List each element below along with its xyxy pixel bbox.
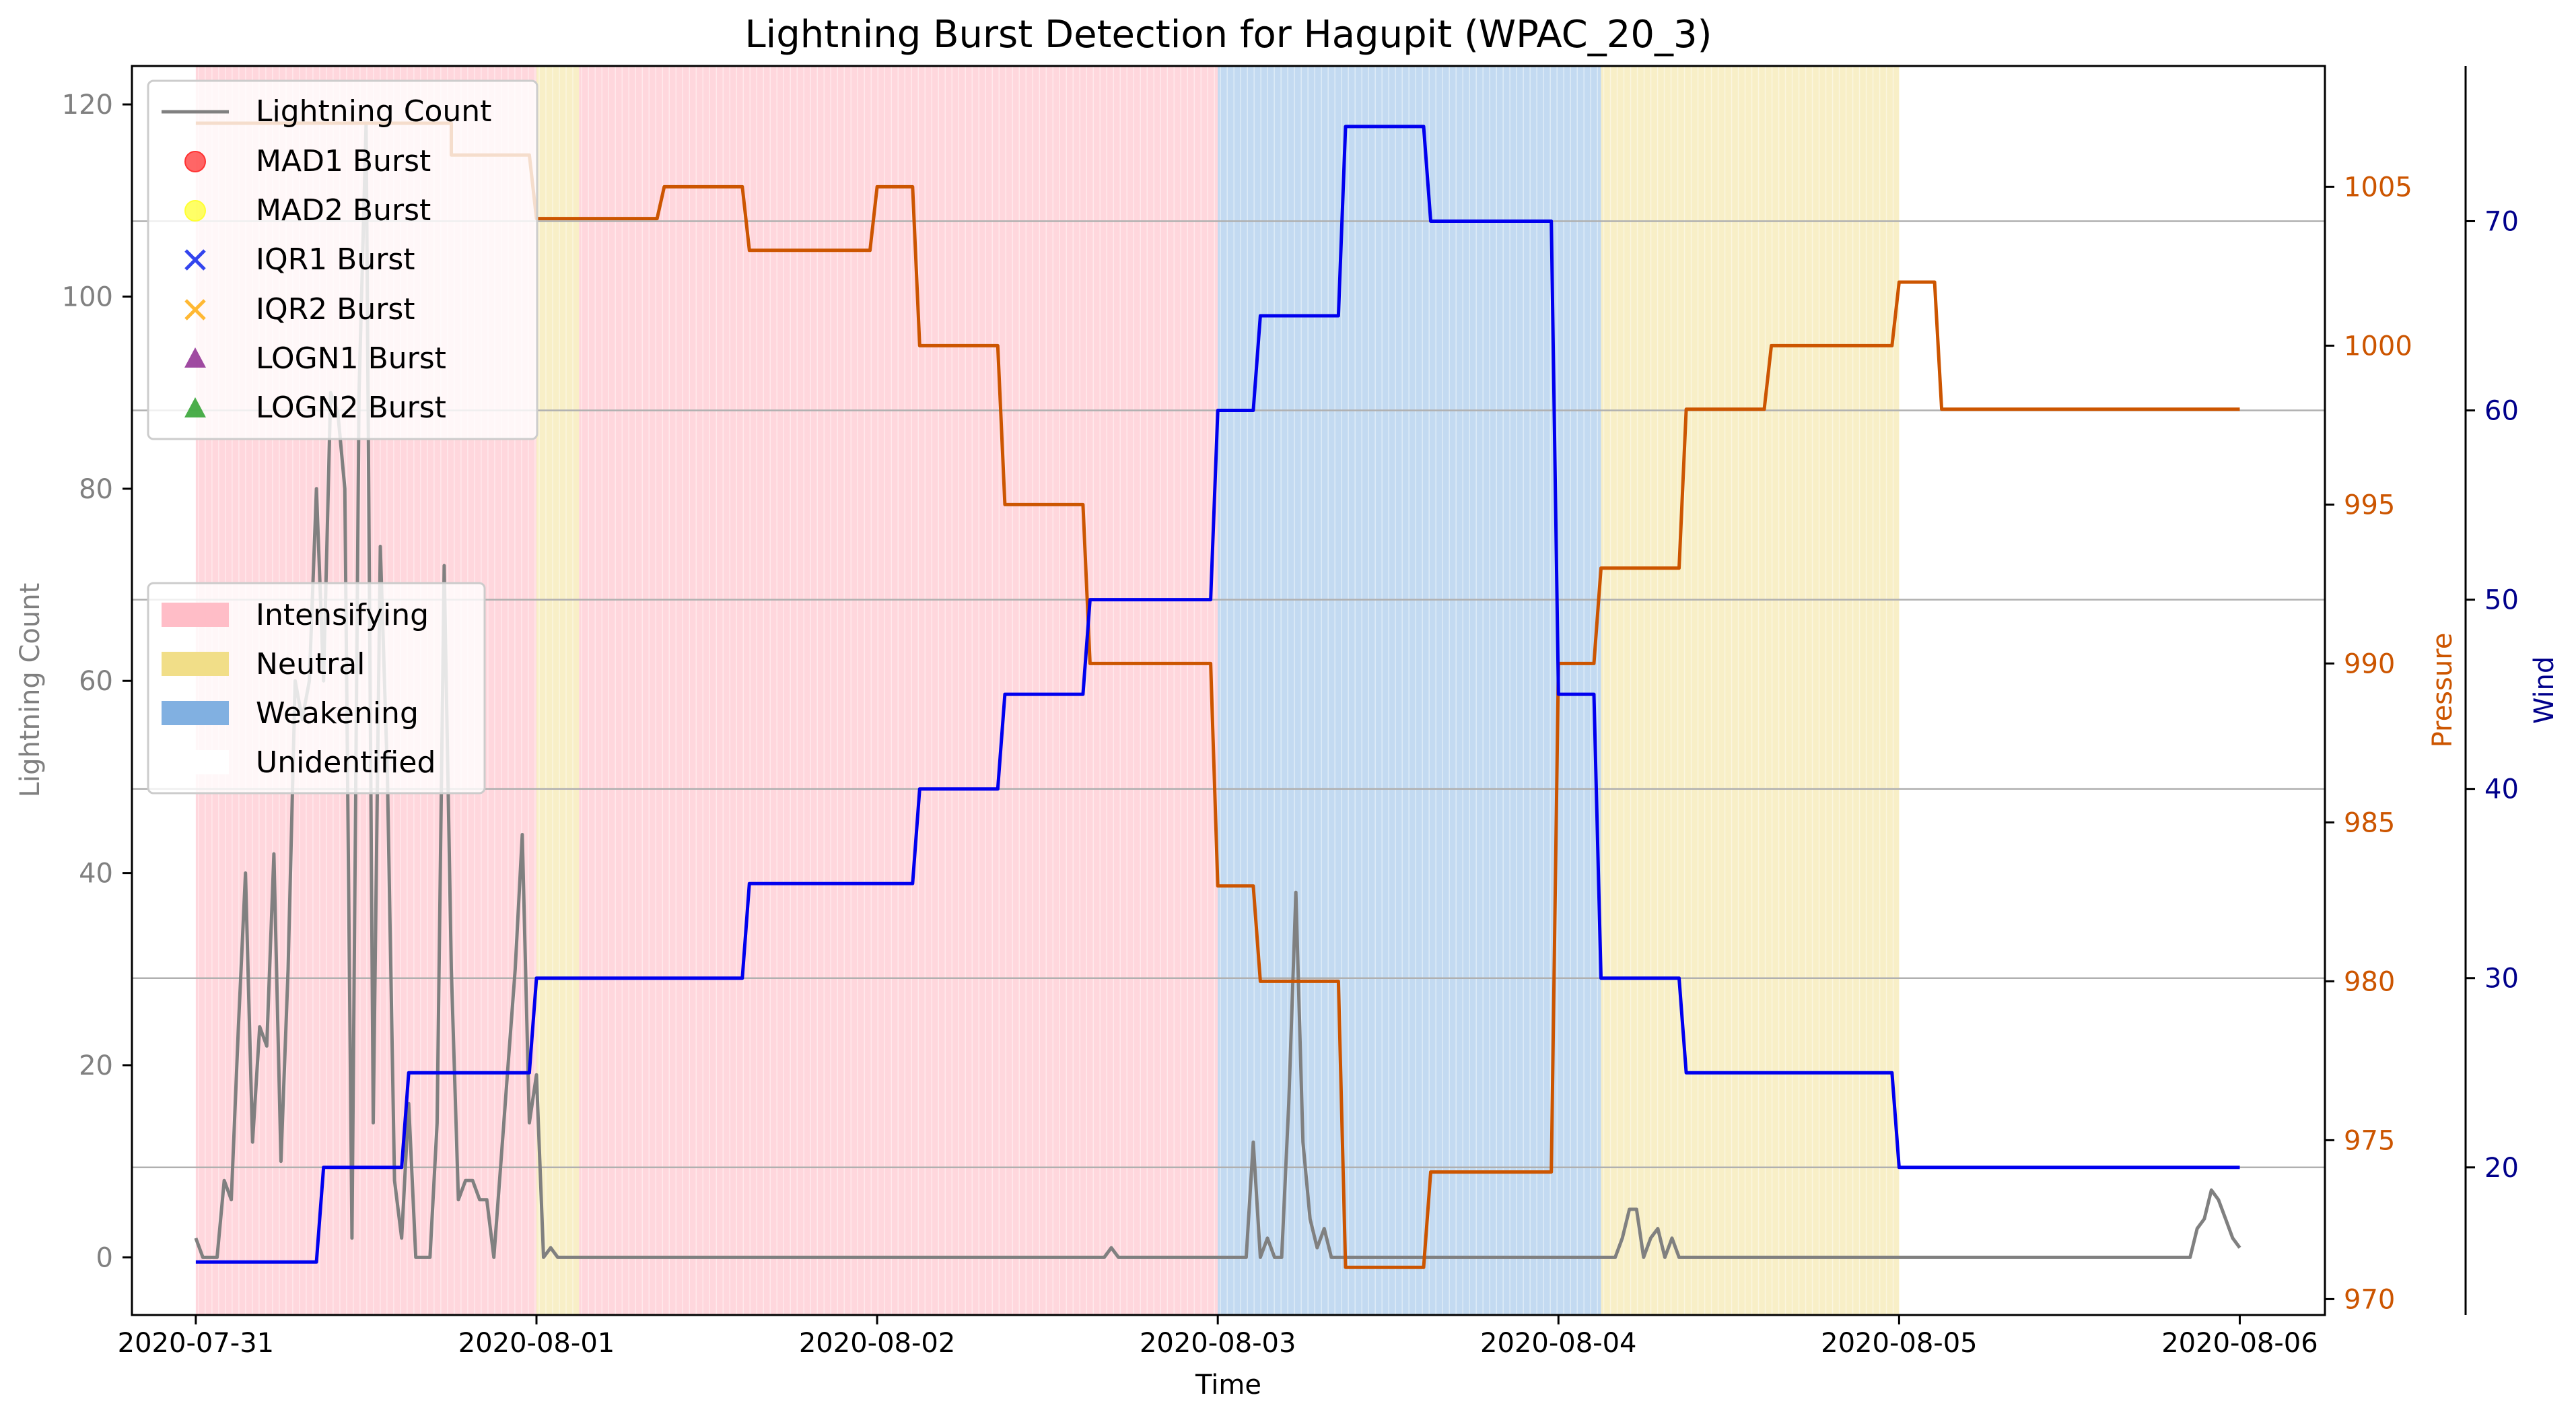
y-tick-label-lightning: 0: [96, 1242, 113, 1273]
y-axis-label-lightning: Lightning Count: [15, 583, 46, 798]
y-tick-label-pressure: 1005: [2344, 172, 2412, 203]
phase-band-weakening: [1218, 66, 1601, 1315]
legend-label-lightning: Lightning Count: [256, 94, 491, 129]
y-tick-label-lightning: 60: [79, 666, 113, 697]
legend-label-logn1: LOGN1 Burst: [256, 341, 446, 376]
y-tick-label-wind: 30: [2484, 964, 2519, 994]
legend-logn1-marker: [184, 347, 206, 368]
y-axis-label-pressure: Pressure: [2427, 633, 2458, 748]
legend-label-iqr2: IQR2 Burst: [256, 292, 415, 327]
phase-hatch-4: [1603, 66, 1894, 1315]
series-line-pressure: [195, 121, 2240, 1269]
y-tick-label-pressure: 995: [2344, 490, 2395, 520]
y-tick-label-pressure: 975: [2344, 1125, 2395, 1156]
legend-phases: Intensifying Neutral Weakening Unidentif…: [147, 582, 486, 795]
legend-swatch-weakening: [162, 701, 229, 725]
legend-mad2-marker: [184, 200, 206, 222]
y-tick-label-pressure: 1000: [2344, 331, 2412, 362]
legend-markers-box: [147, 79, 538, 440]
x-tick-label: 2020-08-04: [1480, 1328, 1636, 1359]
x-tick-label: 2020-08-02: [799, 1328, 955, 1359]
y-tick-label-wind: 40: [2484, 774, 2519, 805]
chart-title: Lightning Burst Detection for Hagupit (W…: [744, 13, 1712, 57]
x-tick-label: 2020-07-31: [118, 1328, 274, 1359]
legend-mad1-marker: [184, 151, 206, 172]
legend-label-unidentified: Unidentified: [256, 745, 436, 780]
series-line-wind: [195, 125, 2240, 1264]
legend-swatch-neutral: [162, 652, 229, 676]
x-tick-label: 2020-08-05: [1821, 1328, 1977, 1359]
x-axis-label: Time: [1195, 1370, 1261, 1401]
legend-label-iqr1: IQR1 Burst: [256, 242, 415, 277]
axes: 2020-07-31 2020-08-01 2020-08-02 2020-08-03…: [62, 90, 2519, 1359]
legend-phases-box: [147, 582, 486, 795]
legend-label-mad2: MAD2 Burst: [256, 193, 431, 228]
y-tick-label-lightning: 100: [62, 281, 113, 312]
y-tick-label-wind: 20: [2484, 1153, 2519, 1184]
y-tick-label-lightning: 40: [79, 858, 113, 889]
x-tick-label: 2020-08-01: [458, 1328, 615, 1359]
legend-swatch-unidentified: [162, 750, 229, 774]
y-axis-label-wind: Wind: [2529, 656, 2560, 724]
phase-hatch-2: [581, 66, 1216, 1315]
y-tick-label-pressure: 970: [2344, 1284, 2395, 1315]
x-tick-label: 2020-08-03: [1140, 1328, 1296, 1359]
legend-iqr2-marker: [184, 299, 206, 321]
y-tick-label-wind: 70: [2484, 206, 2519, 237]
y-tick-label-lightning: 80: [79, 474, 113, 505]
y-tick-label-pressure: 990: [2344, 648, 2395, 679]
legend-markers: Lightning Count MAD1 Burst MAD2 Burst IQ…: [147, 79, 538, 440]
y-tick-label-wind: 50: [2484, 585, 2519, 616]
phase-hatch-1: [538, 66, 573, 1315]
phase-band-intensifying: [579, 66, 1218, 1315]
legend-label-mad1: MAD1 Burst: [256, 144, 431, 178]
legend-label-logn2: LOGN2 Burst: [256, 391, 446, 425]
y-tick-label-lightning: 20: [79, 1050, 113, 1081]
phase-band-neutral: [1601, 66, 1900, 1315]
plot-frame: [131, 65, 2326, 1316]
y-tick-label-lightning: 120: [62, 90, 113, 121]
legend-swatch-intensifying: [162, 603, 229, 627]
legend-label-weakening: Weakening: [256, 696, 419, 731]
legend-label-neutral: Neutral: [256, 647, 365, 681]
legend-iqr1-marker: [184, 249, 206, 271]
legend-logn2-marker: [184, 397, 206, 417]
phase-band-neutral: [536, 66, 580, 1315]
y-tick-label-pressure: 980: [2344, 966, 2395, 997]
x-tick-label: 2020-08-06: [2161, 1328, 2318, 1359]
y-tick-label-wind: 60: [2484, 396, 2519, 427]
legend-label-intensifying: Intensifying: [256, 598, 429, 632]
y-tick-label-pressure: 985: [2344, 807, 2395, 838]
